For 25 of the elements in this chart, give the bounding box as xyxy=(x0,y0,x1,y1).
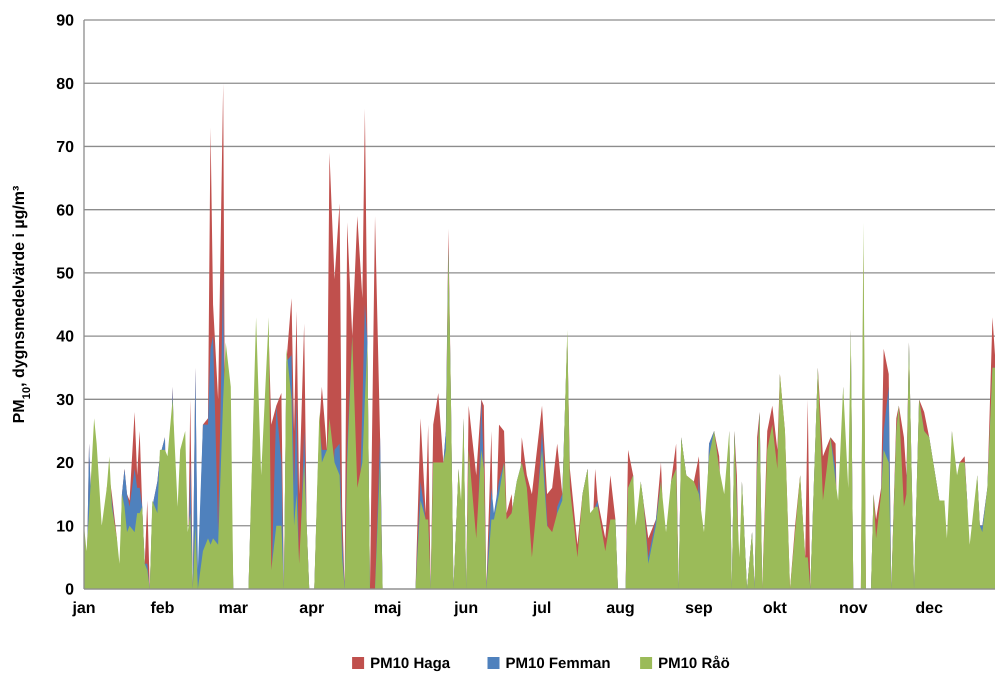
y-tick-label: 70 xyxy=(56,139,74,156)
legend-label: PM10 Femman xyxy=(506,655,611,672)
legend-label: PM10 Haga xyxy=(370,655,451,672)
x-tick-label: jan xyxy=(71,600,96,617)
y-tick-label: 30 xyxy=(56,392,74,409)
x-tick-label: sep xyxy=(685,600,713,617)
x-tick-label: maj xyxy=(374,600,402,617)
x-tick-label: mar xyxy=(218,600,248,617)
x-tick-label: jul xyxy=(532,600,552,617)
x-tick-label: jun xyxy=(453,600,478,617)
x-tick-label: feb xyxy=(150,600,175,617)
x-tick-label: dec xyxy=(915,600,944,617)
x-tick-label: okt xyxy=(762,600,788,617)
y-tick-label: 60 xyxy=(56,202,74,220)
y-tick-label: 10 xyxy=(56,518,74,536)
y-tick-label: 40 xyxy=(56,328,74,346)
y-tick-label: 90 xyxy=(56,12,74,30)
y-tick-label: 0 xyxy=(65,582,74,599)
y-tick-label: 80 xyxy=(56,76,74,93)
x-tick-label: aug xyxy=(606,600,635,617)
y-tick-label: 50 xyxy=(56,265,74,282)
legend-label: PM10 Råö xyxy=(658,655,730,672)
y-tick-label: 20 xyxy=(56,455,74,472)
x-tick-label: nov xyxy=(839,600,868,617)
x-tick-label: apr xyxy=(299,600,324,617)
